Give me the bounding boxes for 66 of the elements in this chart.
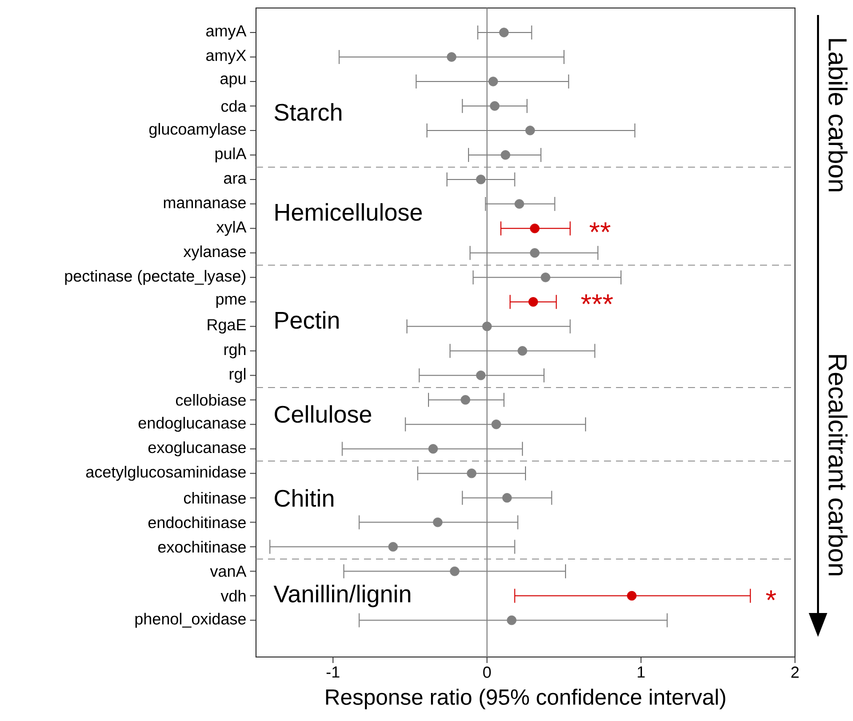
y-tick-label: vanA: [210, 566, 246, 577]
point: [506, 615, 516, 626]
y-tick-label: chitinase: [184, 492, 246, 504]
annotation: Starch: [274, 103, 342, 121]
point: [499, 28, 509, 38]
annotation: Pectin: [276, 311, 339, 329]
point: [500, 150, 510, 160]
y-tick-label: endochitinase: [148, 516, 246, 528]
point: [450, 566, 460, 576]
point: [528, 297, 538, 307]
y-tick-label: mannanase: [164, 200, 246, 208]
point: [530, 248, 540, 258]
y-tick-label: apu: [220, 76, 246, 88]
point: [540, 272, 550, 282]
x-tick-label: 1: [638, 666, 645, 678]
y-tick-label: acetylglucosaminidase: [86, 466, 246, 481]
point: [460, 395, 470, 405]
annotation: Chitin: [274, 489, 334, 507]
x-tick-label: 0: [483, 666, 491, 678]
point: [491, 420, 502, 430]
y-tick-label: exochitinase: [158, 540, 246, 553]
annotation: Cellulose: [274, 405, 372, 423]
point: [518, 346, 528, 356]
point: [476, 174, 486, 184]
annotation: Hemicellulose: [276, 203, 422, 221]
point: [626, 590, 637, 601]
text: Recalcitrant carbon: [828, 355, 848, 576]
y-tick-label: cellobiase: [176, 394, 246, 406]
point: [476, 370, 486, 380]
point: [432, 518, 443, 528]
y-tick-label: xylanase: [183, 245, 246, 260]
annotation: Vanillin/lignin: [274, 584, 410, 608]
x-axis-title: Response ratio (95% confidence interval): [326, 688, 726, 710]
point: [446, 52, 456, 62]
point: [514, 199, 524, 209]
y-tick-label: RgaE: [208, 319, 246, 334]
point: [466, 468, 476, 478]
point: [525, 126, 535, 136]
y-tick-label: amyA: [206, 25, 246, 40]
y-tick-label: ara: [224, 175, 246, 184]
point: [490, 101, 500, 111]
point: [482, 322, 492, 332]
annotation: *: [766, 590, 776, 600]
y-tick-label: vdh: [220, 590, 246, 602]
annotation: **: [590, 222, 610, 232]
x-tick-label: -1: [326, 666, 340, 678]
point: [530, 224, 540, 234]
point: [428, 444, 438, 454]
y-tick-label: rgl: [230, 368, 246, 383]
y-tick-label: rgh: [224, 343, 246, 358]
point: [488, 76, 498, 86]
y-tick-label: pectinase (pectate_lyase): [65, 270, 246, 285]
annotation: ***: [581, 294, 613, 304]
y-tick-label: pulA: [215, 147, 246, 162]
y-tick-label: phenol_oxidase: [135, 612, 246, 628]
y-tick-label: exoglucanase: [148, 441, 246, 456]
y-tick-label: amyX: [206, 50, 246, 64]
y-tick-label: cda: [221, 100, 246, 112]
y-tick-label: endoglucanase: [138, 416, 246, 432]
x-tick-label: 2: [791, 666, 799, 678]
y-tick-label: pme: [216, 296, 246, 308]
point: [388, 542, 398, 552]
text: Labile carbon: [828, 39, 848, 192]
point: [502, 493, 512, 503]
y-tick-label: xylA: [216, 220, 246, 236]
y-tick-label: glucoamylase: [149, 123, 246, 138]
